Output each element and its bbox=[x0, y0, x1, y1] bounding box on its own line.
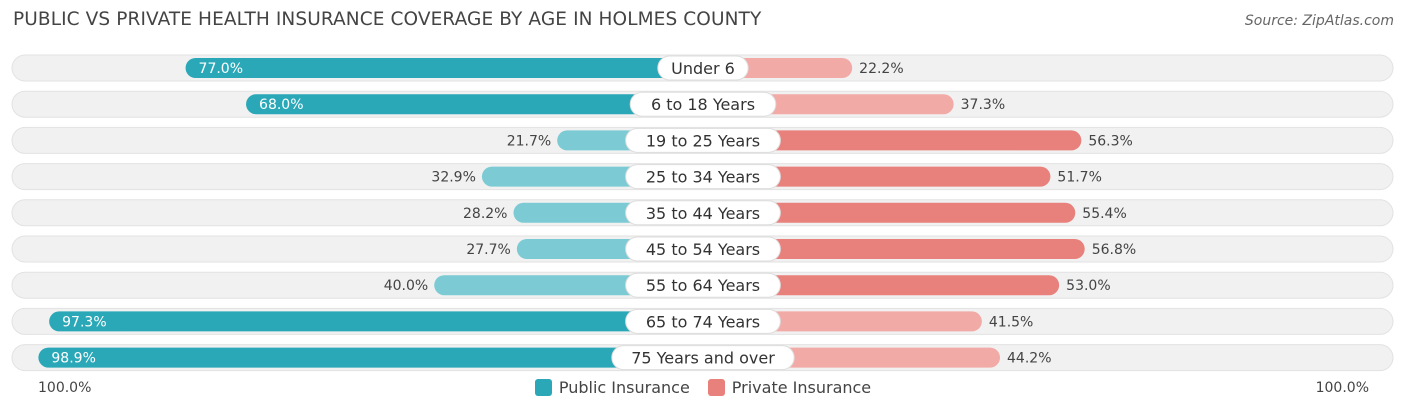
source-note: Source: ZipAtlas.com bbox=[1244, 13, 1394, 29]
category-label-6-to-18-years: 6 to 18 Years bbox=[651, 95, 755, 114]
category-label-55-to-64-years: 55 to 64 Years bbox=[646, 276, 760, 295]
public-value-label-75-years-and-over: 98.9% bbox=[51, 351, 95, 367]
private-bar-19-to-25-years bbox=[703, 130, 1082, 151]
category-pill-under-6 bbox=[657, 55, 749, 81]
category-label-65-to-74-years: 65 to 74 Years bbox=[646, 312, 760, 331]
legend-swatch-public bbox=[534, 379, 552, 396]
category-pill-55-to-64-years bbox=[625, 272, 781, 298]
public-value-label-45-to-54-years: 27.7% bbox=[466, 242, 510, 258]
private-value-label-55-to-64-years: 53.0% bbox=[1066, 278, 1110, 294]
public-bar-under-6 bbox=[185, 58, 703, 78]
public-value-label-19-to-25-years: 21.7% bbox=[507, 133, 551, 149]
axis-right-label: 100.0% bbox=[1315, 380, 1369, 396]
category-pill-19-to-25-years bbox=[625, 127, 781, 153]
private-value-label-under-6: 22.2% bbox=[859, 61, 903, 77]
category-label-under-6: Under 6 bbox=[671, 59, 735, 78]
private-value-label-25-to-34-years: 51.7% bbox=[1057, 170, 1101, 186]
private-bar-25-to-34-years bbox=[703, 166, 1051, 187]
chart-title: PUBLIC VS PRIVATE HEALTH INSURANCE COVER… bbox=[13, 9, 762, 30]
public-value-label-65-to-74-years: 97.3% bbox=[62, 314, 106, 330]
legend-label-private: Private Insurance bbox=[731, 378, 872, 397]
category-label-19-to-25-years: 19 to 25 Years bbox=[646, 131, 760, 150]
public-value-label-35-to-44-years: 28.2% bbox=[463, 206, 507, 222]
category-label-75-years-and-over: 75 Years and over bbox=[631, 349, 775, 368]
private-value-label-35-to-44-years: 55.4% bbox=[1082, 206, 1126, 222]
private-value-label-45-to-54-years: 56.8% bbox=[1092, 242, 1136, 258]
category-pill-45-to-54-years bbox=[625, 236, 781, 262]
category-pill-25-to-34-years bbox=[625, 164, 781, 190]
legend-item-private: Private Insurance bbox=[707, 378, 872, 397]
public-bar-75-years-and-over bbox=[38, 347, 704, 368]
legend-item-public: Public Insurance bbox=[534, 378, 690, 397]
chart: 77.0% 22.2% Under 6 68.0% 37.3% 6 to 18 Years… bbox=[11, 54, 1394, 372]
public-value-label-6-to-18-years: 68.0% bbox=[259, 97, 303, 113]
public-bar-65-to-74-years bbox=[49, 311, 704, 332]
legend-label-public: Public Insurance bbox=[558, 378, 690, 397]
category-label-45-to-54-years: 45 to 54 Years bbox=[646, 240, 760, 259]
legend: Public Insurance Private Insurance bbox=[0, 378, 1406, 397]
private-bar-55-to-64-years bbox=[703, 275, 1060, 296]
private-value-label-75-years-and-over: 44.2% bbox=[1007, 351, 1051, 367]
private-bar-35-to-44-years bbox=[703, 202, 1076, 223]
private-value-label-19-to-25-years: 56.3% bbox=[1088, 133, 1132, 149]
private-value-label-6-to-18-years: 37.3% bbox=[961, 97, 1005, 113]
category-label-35-to-44-years: 35 to 44 Years bbox=[646, 204, 760, 223]
public-value-label-25-to-34-years: 32.9% bbox=[431, 170, 475, 186]
public-value-label-55-to-64-years: 40.0% bbox=[384, 278, 428, 294]
axis-left-label: 100.0% bbox=[38, 380, 92, 396]
private-bar-45-to-54-years bbox=[703, 239, 1085, 259]
category-pill-6-to-18-years bbox=[629, 91, 777, 117]
public-bar-6-to-18-years bbox=[246, 94, 704, 115]
public-value-label-under-6: 77.0% bbox=[199, 61, 243, 77]
category-label-25-to-34-years: 25 to 34 Years bbox=[646, 168, 760, 187]
category-pill-75-years-and-over bbox=[611, 345, 795, 371]
private-value-label-65-to-74-years: 41.5% bbox=[989, 314, 1033, 330]
legend-swatch-private bbox=[707, 379, 725, 396]
category-pill-65-to-74-years bbox=[625, 308, 781, 334]
category-pill-35-to-44-years bbox=[625, 200, 781, 226]
